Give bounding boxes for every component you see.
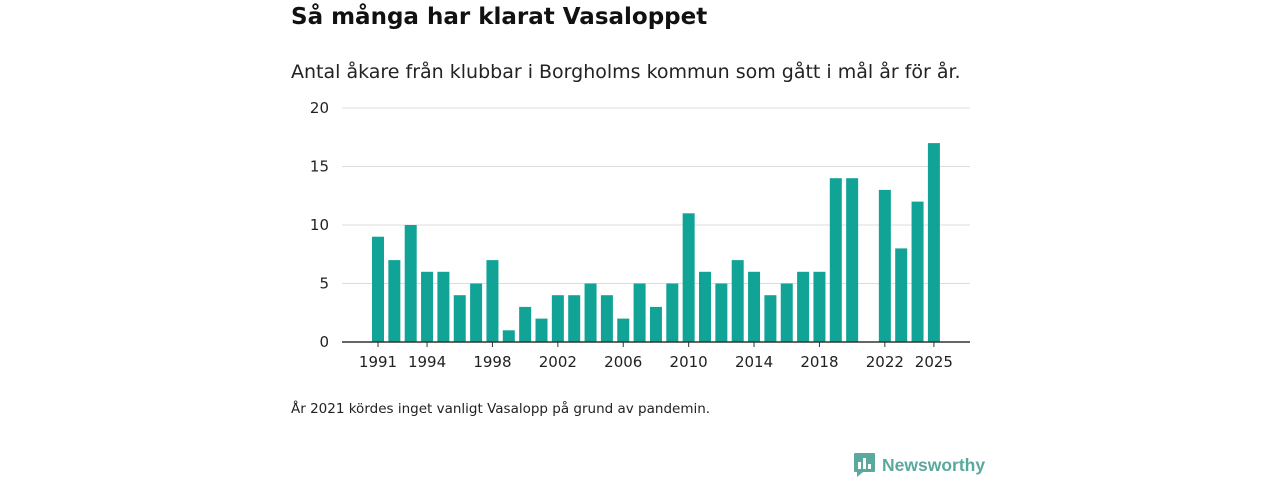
bar-2011 (699, 271, 711, 342)
bar-1995 (437, 271, 450, 342)
bar-1997 (470, 283, 483, 342)
x-tick-label: 2006 (604, 353, 642, 371)
y-tick-label: 20 (310, 99, 329, 117)
bar-2018 (813, 271, 826, 342)
newsworthy-logo-icon (854, 453, 875, 477)
bar-2012 (715, 283, 728, 342)
bar-1999 (502, 330, 515, 342)
bar-1998 (486, 260, 499, 342)
bar-1994 (421, 271, 434, 342)
bar-2004 (584, 283, 597, 342)
bar-2024 (911, 201, 924, 342)
bar-2025 (927, 143, 940, 342)
newsworthy-logo-text: Newsworthy (882, 454, 986, 475)
newsworthy-logo: Newsworthy (853, 452, 985, 478)
y-tick-label: 10 (310, 216, 329, 234)
x-tick-label: 2002 (539, 353, 577, 371)
bar-2017 (797, 271, 810, 342)
bar-2022 (878, 189, 891, 342)
x-tick-label: 2010 (670, 353, 708, 371)
x-tick-label: 1994 (408, 353, 446, 371)
bar-2009 (666, 283, 679, 342)
x-tick-label: 1991 (359, 353, 397, 371)
bar-2010 (682, 213, 695, 342)
bar-1991 (372, 236, 384, 342)
footnote: År 2021 kördes inget vanligt Vasalopp på… (291, 401, 711, 417)
x-tick-label: 1998 (473, 353, 511, 371)
bar-2013 (731, 260, 744, 342)
bar-2006 (617, 318, 630, 342)
y-tick-label: 15 (310, 158, 329, 176)
bar-2014 (748, 271, 761, 342)
x-tick-label: 2014 (735, 353, 773, 371)
y-tick-label: 5 (319, 275, 329, 293)
bar-2019 (829, 178, 842, 342)
bar-2015 (764, 295, 777, 342)
bar-2000 (519, 306, 532, 342)
bar-2001 (535, 318, 548, 342)
bar-2005 (600, 295, 613, 342)
bar-2008 (649, 306, 662, 342)
bar-2016 (780, 283, 793, 342)
bar-1992 (388, 260, 401, 342)
bar-2003 (568, 295, 581, 342)
x-tick-label: 2025 (915, 353, 953, 371)
bar-1996 (453, 295, 466, 342)
chart-title: Så många har klarat Vasaloppet (291, 4, 708, 30)
chart-subtitle: Antal åkare från klubbar i Borgholms kom… (291, 61, 961, 83)
y-tick-label: 0 (319, 333, 329, 351)
bar-2020 (846, 178, 859, 342)
bar-2023 (895, 248, 908, 342)
bar-1993 (404, 225, 417, 342)
x-tick-label: 2022 (866, 353, 904, 371)
x-tick-label: 2018 (800, 353, 838, 371)
bar-2002 (551, 295, 564, 342)
bar-2007 (633, 283, 646, 342)
